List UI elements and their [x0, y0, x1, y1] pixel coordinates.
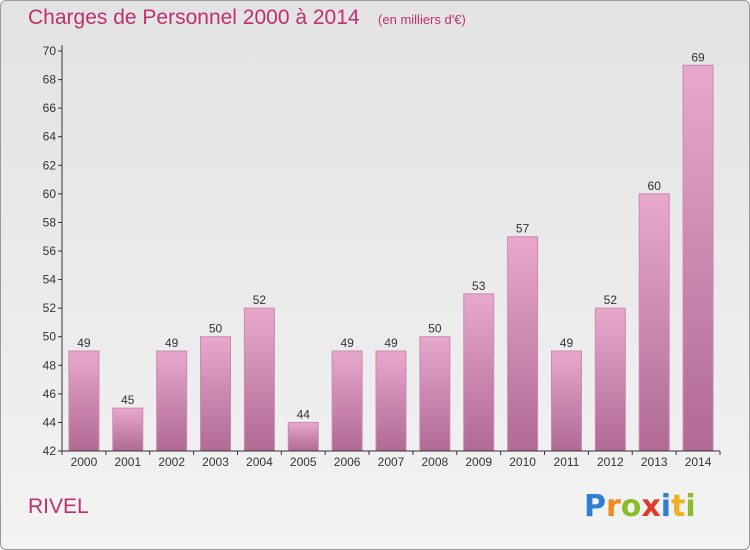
y-tick-label-68: 68: [43, 73, 57, 87]
bar-2011: [550, 350, 582, 452]
bar-2009: [463, 293, 495, 452]
y-tick-label-58: 58: [43, 215, 57, 229]
y-tick-label-44: 44: [43, 415, 57, 429]
logo-letter: r: [606, 489, 621, 524]
value-label-2003: 50: [209, 322, 223, 336]
x-tick-label-2005: 2005: [290, 455, 317, 469]
bar-2013: [638, 193, 670, 452]
x-tick-label-2008: 2008: [422, 455, 449, 469]
proxiti-logo[interactable]: Proxiti: [584, 489, 696, 524]
bar-2003: [200, 336, 232, 452]
bar-2002: [156, 350, 188, 452]
unit-note: (en milliers d'€): [378, 12, 466, 27]
bar-2014: [682, 64, 714, 452]
bar-2012: [594, 307, 626, 452]
logo-letter: o: [620, 489, 642, 524]
x-tick-label-2001: 2001: [114, 455, 141, 469]
bar-2008: [419, 336, 451, 452]
value-label-2007: 49: [384, 336, 398, 350]
x-tick-label-2011: 2011: [554, 455, 580, 469]
x-tick-label-2010: 2010: [509, 455, 536, 469]
y-tick-label-48: 48: [43, 358, 57, 372]
bar-2001: [112, 407, 144, 452]
x-tick-label-2009: 2009: [465, 455, 492, 469]
value-label-2011: 49: [560, 336, 574, 350]
value-label-2001: 45: [121, 393, 135, 407]
bar-2007: [375, 350, 407, 452]
value-label-2009: 53: [472, 279, 486, 293]
logo-letter: i: [685, 489, 696, 524]
y-tick-label-66: 66: [43, 101, 57, 115]
bar-2006: [331, 350, 363, 452]
y-tick-label-70: 70: [43, 44, 57, 58]
bar-2004: [243, 307, 275, 452]
value-label-2013: 60: [648, 179, 662, 193]
x-tick-label-2012: 2012: [597, 455, 624, 469]
axis-layer: 42 44 46 48 50 52 54 56 58 60 62 64 66 68 70 2000 2001 20…: [43, 44, 721, 469]
value-label-2005: 44: [297, 407, 311, 421]
value-label-2000: 49: [77, 336, 91, 350]
value-label-2002: 49: [165, 336, 179, 350]
value-label-2008: 50: [428, 322, 442, 336]
bars-layer: 49 45 49 50 52 44 49 49 50 53 57 49 52 60 69: [68, 50, 714, 452]
logo-letter: P: [584, 489, 606, 524]
x-tick-label-2007: 2007: [378, 455, 405, 469]
x-tick-label-2013: 2013: [641, 455, 668, 469]
y-tick-label-62: 62: [43, 158, 57, 172]
commune-name: RIVEL: [28, 495, 89, 518]
title-row: Charges de Personnel 2000 à 2014 (en mil…: [28, 6, 466, 30]
bar-2010: [507, 236, 539, 452]
bar-2005: [287, 421, 319, 452]
logo-letter: x: [641, 489, 661, 524]
y-tick-label-56: 56: [43, 244, 57, 258]
value-label-2006: 49: [340, 336, 354, 350]
y-tick-label-52: 52: [43, 301, 57, 315]
bar-2000: [68, 350, 100, 452]
y-tick-label-50: 50: [43, 330, 57, 344]
x-tick-label-2000: 2000: [71, 455, 98, 469]
x-tick-label-2006: 2006: [334, 455, 361, 469]
value-label-2010: 57: [516, 222, 530, 236]
y-tick-label-60: 60: [43, 187, 57, 201]
y-tick-label-54: 54: [43, 273, 57, 287]
x-tick-label-2004: 2004: [246, 455, 273, 469]
chart-title: Charges de Personnel 2000 à 2014: [28, 6, 360, 29]
value-label-2004: 52: [253, 293, 267, 307]
logo-letter: t: [671, 489, 686, 524]
y-tick-label-42: 42: [43, 444, 57, 458]
x-tick-label-2002: 2002: [158, 455, 185, 469]
logo-letter: i: [660, 489, 672, 524]
x-tick-label-2014: 2014: [685, 455, 712, 469]
x-tick-label-2003: 2003: [202, 455, 229, 469]
value-label-2014: 69: [691, 50, 705, 64]
y-tick-label-46: 46: [43, 387, 57, 401]
y-tick-label-64: 64: [43, 130, 57, 144]
value-label-2012: 52: [604, 293, 618, 307]
